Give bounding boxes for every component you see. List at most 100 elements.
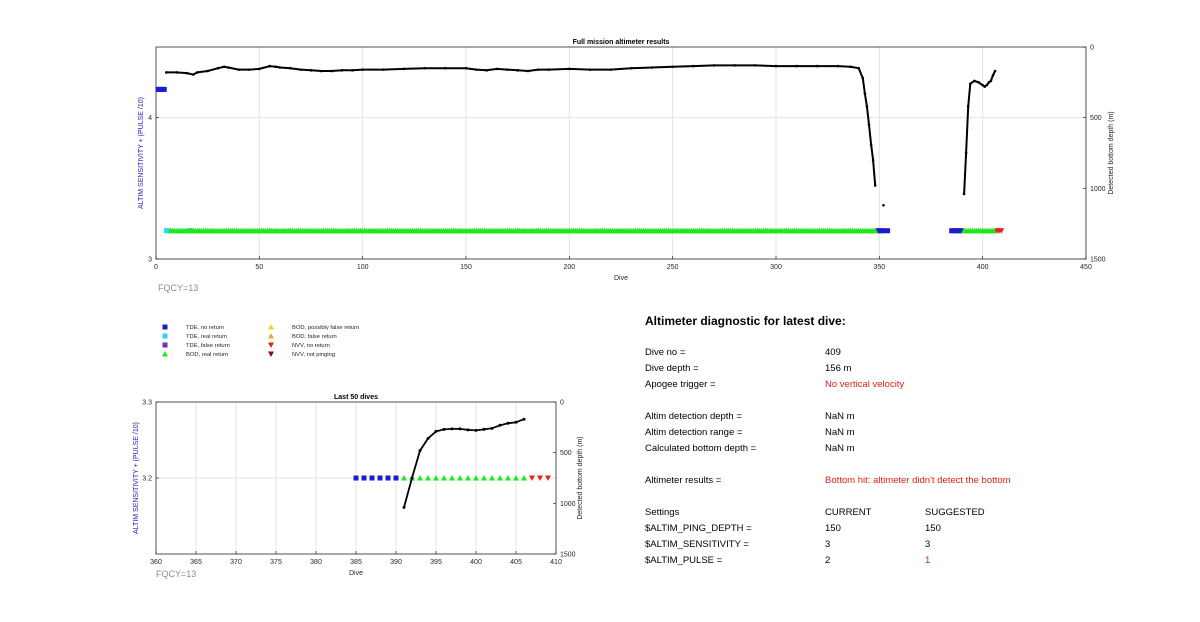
status-marker — [959, 228, 965, 234]
status-marker — [441, 475, 447, 481]
status-markers — [353, 475, 551, 481]
depth-point — [588, 68, 592, 71]
depth-point — [816, 64, 819, 68]
status-marker — [165, 228, 171, 234]
legend-marker — [268, 342, 274, 348]
status-marker — [885, 228, 891, 234]
depth-point — [989, 79, 993, 83]
depth-point — [650, 66, 654, 69]
legend-label: NVV, no return — [292, 343, 330, 349]
depth-point — [498, 423, 502, 427]
status-marker — [465, 475, 471, 481]
depth-point — [330, 69, 333, 73]
depth-point — [466, 428, 470, 432]
depth-line — [403, 418, 525, 508]
depth-point — [733, 64, 736, 67]
settings-row-pulse: $ALTIM_PULSE = 2 1 — [645, 555, 1185, 569]
depth-point — [774, 64, 778, 68]
grid-lines — [156, 47, 1086, 259]
status-marker — [473, 475, 479, 481]
x-tick-label: 350 — [873, 264, 885, 271]
diag-label: Altim detection depth = — [645, 411, 742, 422]
y-tick-label-left: 3.2 — [142, 476, 152, 483]
y-tick-label-right: 0 — [1090, 45, 1094, 52]
depth-point — [490, 426, 494, 430]
depth-point — [609, 68, 612, 71]
status-marker — [161, 86, 167, 92]
depth-point — [196, 71, 199, 74]
diag-value-alert: Bottom hit: altimeter didn't detect the … — [825, 475, 1011, 486]
legend-label: BOD, false return — [292, 334, 337, 340]
x-tick-label: 450 — [1080, 264, 1092, 271]
diag-row-dive-depth: Dive depth = 156 m — [645, 363, 1185, 377]
diag-row-detection-depth: Altim detection depth = NaN m — [645, 411, 1185, 425]
status-marker — [353, 475, 359, 481]
y-tick-label-right: 1500 — [1090, 257, 1106, 264]
fqcy-label-main: FQCY=13 — [158, 283, 199, 293]
depth-point — [754, 64, 757, 67]
status-marker — [505, 475, 511, 481]
x-tick-label: 200 — [563, 264, 575, 271]
depth-series — [165, 64, 877, 187]
diag-label: Apogee trigger = — [645, 379, 716, 390]
depth-point — [867, 123, 871, 127]
depth-point — [962, 192, 966, 196]
status-marker — [537, 475, 543, 481]
legend-label: TDE, false return — [186, 343, 230, 349]
depth-point — [278, 66, 282, 69]
depth-point — [464, 66, 468, 70]
depth-point — [474, 428, 478, 432]
legend-marker — [162, 333, 168, 339]
legend-label: BOD, possibly false return — [292, 325, 359, 331]
x-tick-label: 410 — [550, 559, 562, 566]
depth-point — [568, 67, 571, 71]
diag-row-apogee-trigger: Apogee trigger = No vertical velocity — [645, 379, 1185, 393]
depth-point — [382, 68, 385, 71]
depth-point — [871, 158, 875, 162]
x-tick-label: 395 — [430, 559, 442, 566]
depth-point — [444, 66, 447, 70]
depth-point — [977, 81, 980, 84]
depth-point — [237, 68, 240, 71]
diag-label: Calculated bottom depth = — [645, 443, 757, 454]
y-axis-label-right: Detected bottom depth (m) — [1108, 111, 1115, 194]
depth-point — [402, 505, 406, 509]
diag-value: 156 m — [825, 363, 852, 374]
depth-point — [216, 66, 220, 70]
diag-label: Altim detection range = — [645, 427, 743, 438]
x-axis-label: Dive — [614, 275, 628, 282]
depth-point — [964, 151, 968, 155]
depth-point — [526, 69, 530, 73]
depth-series — [402, 417, 526, 509]
setting-name: $ALTIM_PING_DEPTH = — [645, 523, 752, 534]
status-marker — [385, 475, 391, 481]
status-marker — [457, 475, 463, 481]
depth-point — [671, 65, 674, 69]
legend-marker — [162, 342, 168, 348]
depth-point — [863, 92, 867, 95]
settings-suggested-header: SUGGESTED — [925, 507, 985, 518]
setting-suggested-alert: 1 — [925, 555, 931, 566]
depth-point — [434, 429, 438, 433]
depth-point — [485, 69, 488, 72]
legend-label: TDE, real return — [186, 334, 227, 340]
diag-row-bottom-depth: Calculated bottom depth = NaN m — [645, 443, 1185, 457]
legend-label: BOD, real return — [186, 352, 228, 358]
depth-point — [873, 184, 877, 187]
depth-point — [450, 427, 454, 431]
x-tick-label: 150 — [460, 264, 472, 271]
setting-name: $ALTIM_PULSE = — [645, 555, 723, 566]
depth-point — [865, 105, 869, 108]
depth-point — [165, 71, 168, 74]
y-tick-label-left: 3 — [148, 257, 152, 264]
diag-row-dive-no: Dive no = 409 — [645, 347, 1185, 361]
y-axis-label-right: Detected bottom depth (m) — [577, 436, 584, 519]
depth-point — [426, 436, 430, 440]
depth-point — [712, 64, 716, 67]
legend-marker — [162, 351, 168, 357]
depth-point — [849, 65, 852, 69]
y-tick-label-right: 0 — [560, 400, 564, 407]
legend: TDE, no return TDE, real return TDE, false… — [162, 324, 359, 358]
status-marker — [449, 475, 455, 481]
depth-line — [166, 64, 877, 186]
